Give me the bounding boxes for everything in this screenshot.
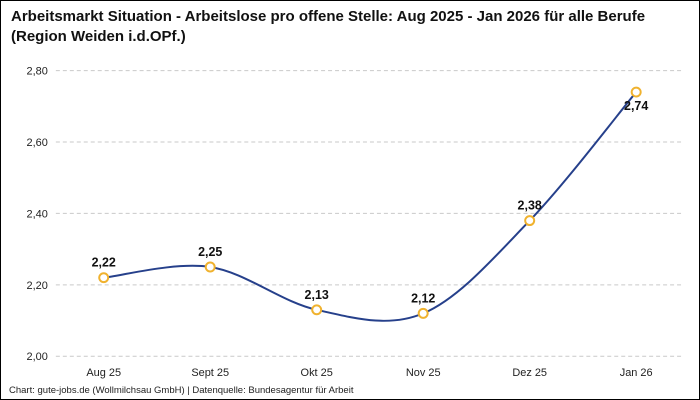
y-tick-label: 2,80 (27, 66, 48, 78)
chart-source-credit: Chart: gute-jobs.de (Wollmilchsau GmbH) … (9, 385, 354, 396)
x-tick-label: Nov 25 (406, 367, 441, 379)
y-tick-label: 2,20 (27, 280, 48, 292)
data-point-label: 2,38 (518, 199, 542, 213)
data-point-label: 2,12 (411, 291, 435, 305)
x-tick-label: Dez 25 (512, 367, 547, 379)
data-point-label: 2,22 (92, 256, 116, 270)
x-tick-label: Jan 26 (620, 367, 653, 379)
data-point-marker (417, 307, 429, 319)
data-point-marker (98, 272, 110, 284)
chart-title: Arbeitsmarkt Situation - Arbeitslose pro… (11, 8, 646, 46)
data-point-marker (630, 86, 642, 98)
y-tick-label: 2,60 (27, 137, 48, 149)
data-point-label: 2,13 (305, 288, 329, 302)
data-point-label: 2,74 (624, 99, 648, 113)
data-point-label: 2,25 (198, 245, 222, 259)
x-tick-label: Okt 25 (301, 367, 333, 379)
data-point-marker (311, 304, 323, 316)
y-tick-label: 2,00 (27, 351, 48, 363)
data-point-marker (524, 215, 536, 227)
data-line (103, 91, 637, 322)
data-point-marker (204, 261, 216, 273)
x-tick-label: Sept 25 (191, 367, 229, 379)
y-tick-label: 2,40 (27, 208, 48, 220)
x-tick-label: Aug 25 (86, 367, 121, 379)
